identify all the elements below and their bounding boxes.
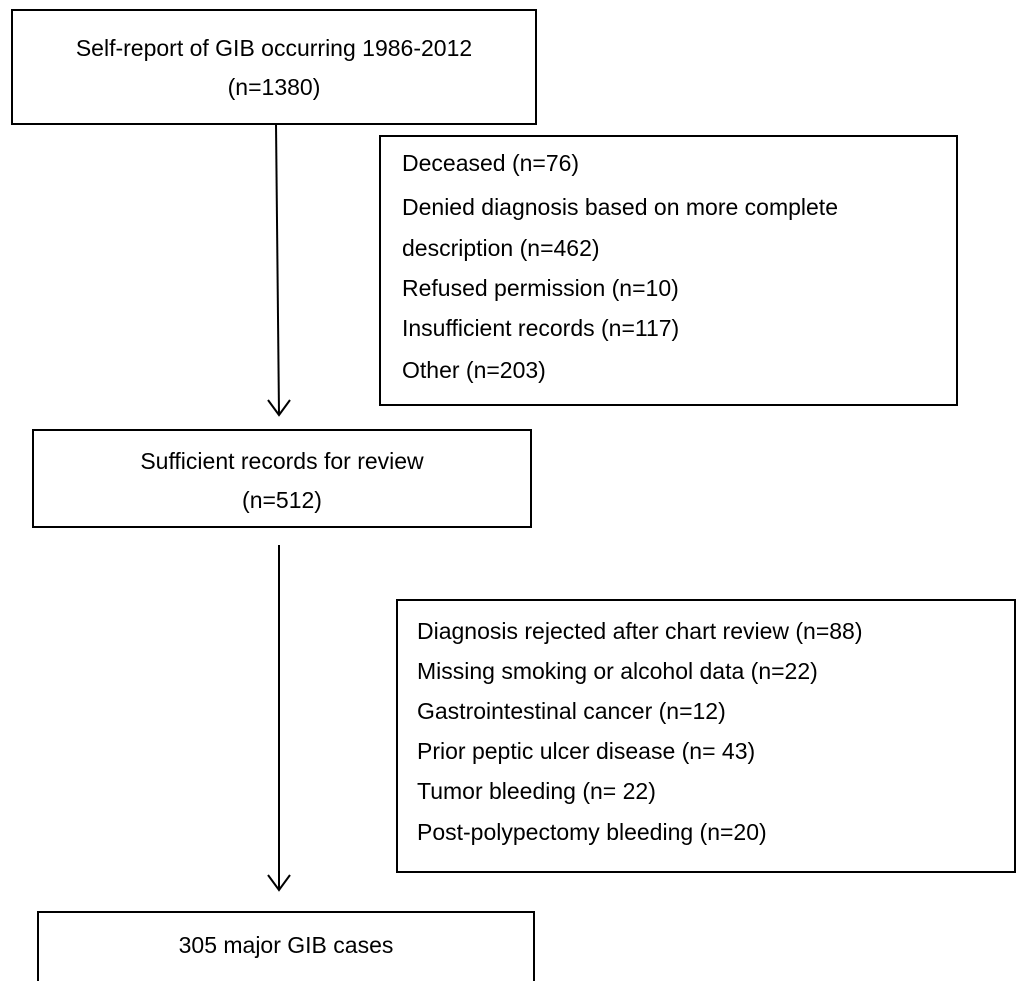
exclusion-text: Prior peptic ulcer disease (n= 43) [417,738,755,764]
exclusion-text: Tumor bleeding (n= 22) [417,778,656,804]
exclusion-text: Missing smoking or alcohol data (n=22) [417,658,818,684]
node-box [32,429,532,528]
arrow-head [267,874,291,892]
exclusion-text: Post-polypectomy bleeding (n=20) [417,819,767,845]
exclusion-text: description (n=462) [402,235,600,261]
node-text: (n=1380) [228,74,321,100]
node-box [11,9,537,125]
node-text: (n=512) [242,487,322,513]
exclusion-box [379,135,958,406]
node-box [37,911,535,981]
exclusion-text: Gastrointestinal cancer (n=12) [417,698,726,724]
exclusion-text: Other (n=203) [402,357,546,383]
exclusion-text: Denied diagnosis based on more complete [402,194,838,220]
node-text: Self-report of GIB occurring 1986-2012 [76,35,472,61]
exclusion-text: Diagnosis rejected after chart review (n… [417,618,863,644]
arrow [275,123,280,415]
node-text: 305 major GIB cases [179,932,394,958]
exclusion-text: Insufficient records (n=117) [402,315,679,341]
exclusion-text: Refused permission (n=10) [402,275,679,301]
exclusion-box [396,599,1016,873]
node-text: Sufficient records for review [140,448,424,474]
exclusion-text: Deceased (n=76) [402,150,579,176]
arrow-head [267,399,291,417]
